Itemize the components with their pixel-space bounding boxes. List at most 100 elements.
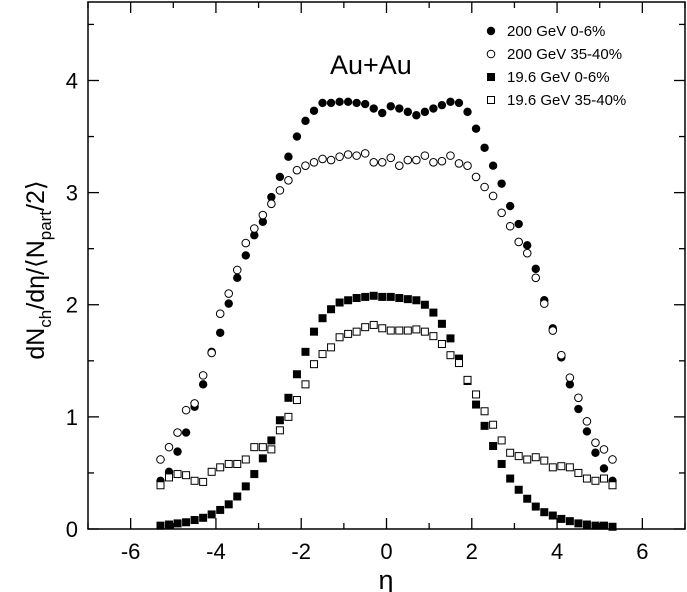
legend-marker xyxy=(486,26,496,36)
data-point xyxy=(301,347,310,356)
data-point xyxy=(165,520,174,529)
data-point xyxy=(241,251,250,260)
data-point xyxy=(471,172,481,182)
data-point xyxy=(480,421,489,430)
data-point xyxy=(591,521,600,530)
data-point xyxy=(599,445,609,454)
data-point xyxy=(412,325,421,334)
data-point xyxy=(267,436,276,445)
data-point xyxy=(472,390,481,399)
data-point xyxy=(318,98,327,108)
data-point xyxy=(608,481,617,490)
data-point xyxy=(309,106,319,115)
data-series xyxy=(156,97,617,531)
data-point xyxy=(275,186,285,195)
data-point xyxy=(540,508,549,517)
data-point xyxy=(514,485,523,494)
data-point xyxy=(582,427,592,436)
data-point xyxy=(344,329,353,338)
data-point xyxy=(318,314,327,323)
data-point xyxy=(463,375,472,384)
data-point xyxy=(156,455,165,464)
axis-ticks: -6 -4 -2 0 2 4 6 0 1 2 3 4 xyxy=(66,2,686,564)
y-axis-label: dNch/dη/⟨Npart/2⟩ xyxy=(22,180,55,359)
data-point xyxy=(574,468,583,477)
data-point xyxy=(531,502,540,511)
data-point xyxy=(582,417,592,426)
data-point xyxy=(497,436,506,445)
data-point xyxy=(309,158,319,167)
data-point xyxy=(326,98,336,108)
data-point xyxy=(565,517,574,526)
data-point xyxy=(258,454,267,463)
data-point xyxy=(497,459,506,468)
data-point xyxy=(224,459,233,468)
data-point xyxy=(292,132,302,141)
data-point xyxy=(284,412,293,421)
data-point xyxy=(250,470,259,479)
data-point xyxy=(463,107,472,117)
data-point xyxy=(574,393,583,403)
data-point xyxy=(471,124,481,133)
data-point xyxy=(523,494,532,503)
data-point xyxy=(275,416,284,425)
y-tick-label: 2 xyxy=(66,293,78,318)
data-point xyxy=(173,447,182,456)
data-point xyxy=(215,309,225,319)
data-point xyxy=(403,107,413,117)
data-point xyxy=(582,474,591,483)
data-point xyxy=(190,476,199,485)
data-point xyxy=(378,292,387,301)
data-point xyxy=(429,158,438,167)
data-point xyxy=(420,300,429,309)
data-point xyxy=(420,151,430,160)
data-point xyxy=(480,407,489,416)
y-tick-label: 4 xyxy=(66,68,78,93)
data-point xyxy=(156,481,165,490)
data-point xyxy=(335,298,344,307)
data-point xyxy=(181,428,191,437)
data-point xyxy=(199,477,208,486)
data-point xyxy=(497,208,506,218)
data-point xyxy=(301,116,310,126)
legend-label: 19.6 GeV 0-6% xyxy=(507,69,610,86)
data-point xyxy=(454,359,463,368)
data-point xyxy=(505,201,515,211)
data-point xyxy=(514,237,523,247)
data-point xyxy=(190,516,199,525)
y-tick-label: 1 xyxy=(66,405,78,430)
data-point xyxy=(378,108,387,118)
data-point xyxy=(207,348,216,358)
data-point xyxy=(394,161,404,171)
data-point xyxy=(446,334,455,343)
data-point xyxy=(241,238,251,248)
data-point xyxy=(258,217,268,226)
data-point xyxy=(446,151,455,160)
data-point xyxy=(258,443,267,452)
data-point xyxy=(267,445,276,454)
data-point xyxy=(233,459,242,468)
data-point xyxy=(164,442,174,452)
data-point xyxy=(472,400,481,409)
data-point xyxy=(574,519,583,528)
data-point xyxy=(344,296,353,305)
data-point xyxy=(352,327,361,336)
data-point xyxy=(437,319,446,328)
data-point xyxy=(173,519,182,528)
data-point xyxy=(326,155,336,165)
data-point xyxy=(574,404,583,414)
data-point xyxy=(395,104,404,113)
data-point xyxy=(608,522,617,531)
data-point xyxy=(488,191,498,201)
data-point xyxy=(361,292,370,301)
data-point xyxy=(412,111,421,120)
data-point xyxy=(318,350,327,359)
data-point xyxy=(557,514,566,523)
data-point xyxy=(215,328,225,337)
series-4 xyxy=(156,320,617,490)
data-point xyxy=(446,97,455,106)
data-point xyxy=(182,471,191,480)
data-point xyxy=(190,399,199,408)
data-point xyxy=(412,296,421,305)
data-point xyxy=(403,295,412,304)
